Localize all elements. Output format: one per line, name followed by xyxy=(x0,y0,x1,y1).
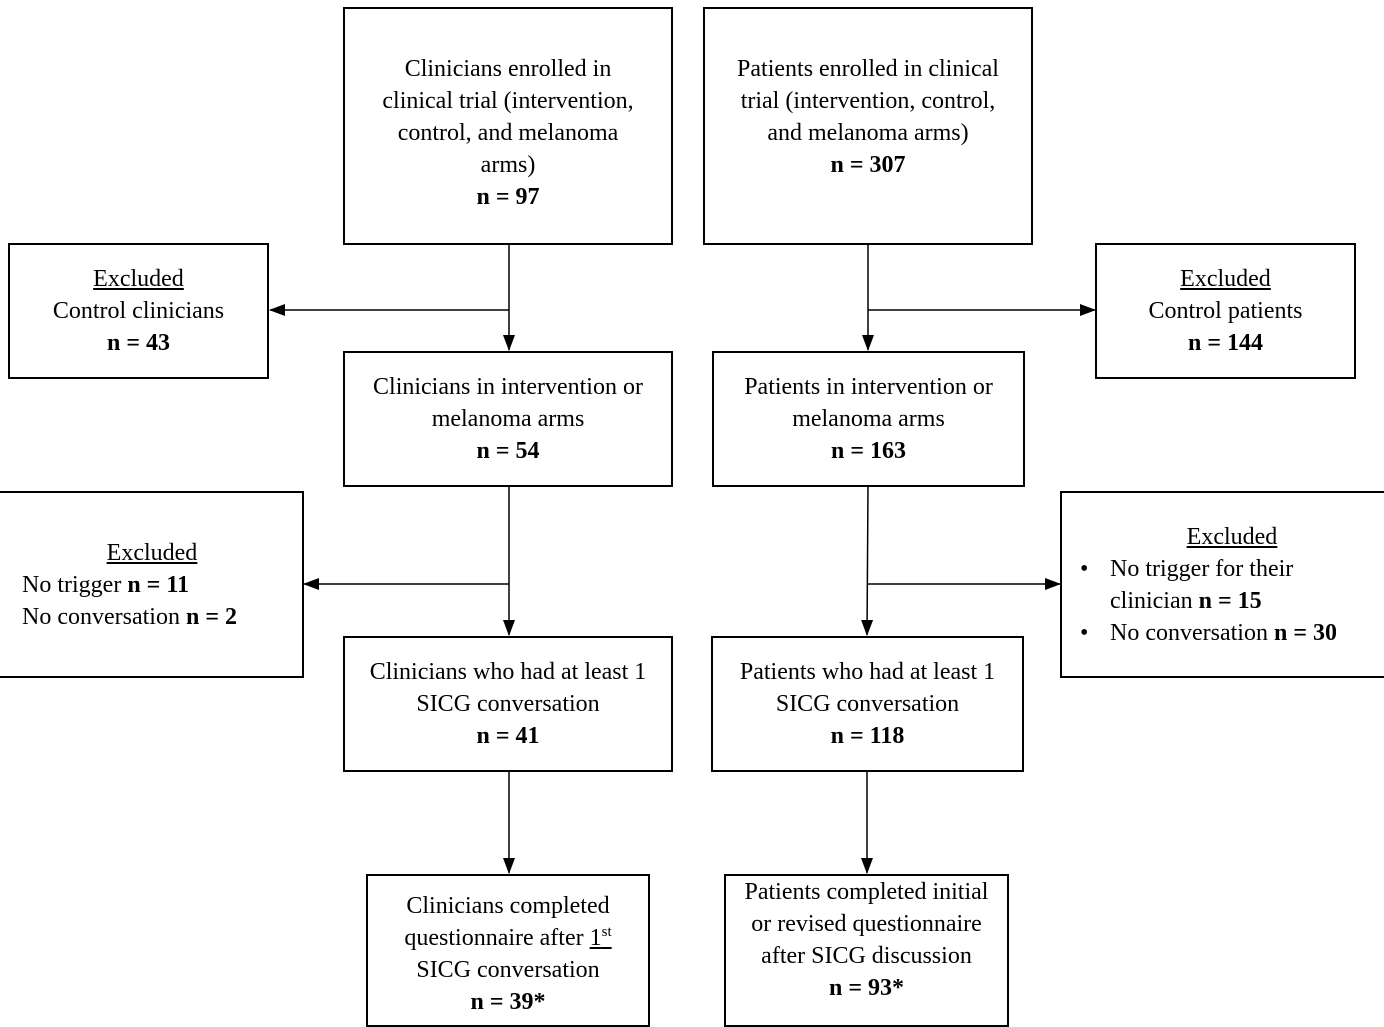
patients-enrolled-box: Patients enrolled in clinical trial (int… xyxy=(703,7,1033,245)
list-item: No trigger for their clinician n = 15 xyxy=(1076,553,1346,617)
patients-excluded-control-title: Excluded xyxy=(1180,266,1271,292)
clinicians-completed-text: Clinicians completed questionnaire after… xyxy=(404,893,612,983)
patients-conversation-box: Patients who had at least 1 SICG convers… xyxy=(711,636,1024,772)
patients-completed-box: Patients completed initial or revised qu… xyxy=(724,874,1009,1027)
clinicians-excluded-control-title: Excluded xyxy=(93,266,184,292)
clinicians-excluded-control-count: n = 43 xyxy=(106,330,171,356)
clinicians-conversation-box: Clinicians who had at least 1 SICG conve… xyxy=(343,636,673,772)
clinicians-conversation-text: Clinicians who had at least 1 SICG conve… xyxy=(369,659,647,717)
patients-completed-count: n = 93* xyxy=(828,975,905,1001)
list-item: No trigger n = 11 xyxy=(0,569,237,601)
patients-enrolled-text: Patients enrolled in clinical trial (int… xyxy=(737,56,999,146)
patients-intervention-text: Patients in intervention or melanoma arm… xyxy=(744,374,993,432)
clinicians-intervention-box: Clinicians in intervention or melanoma a… xyxy=(343,351,673,487)
clinicians-enrolled-text: Clinicians enrolled in clinical trial (i… xyxy=(382,56,634,178)
clinicians-conversation-count: n = 41 xyxy=(476,723,540,749)
clinicians-excluded-control-box: Excluded Control clinicians n = 43 xyxy=(8,243,269,379)
clinicians-intervention-count: n = 54 xyxy=(476,438,540,464)
clinicians-completed-box: Clinicians completed questionnaire after… xyxy=(366,874,650,1027)
clinicians-enrolled-count: n = 97 xyxy=(476,184,540,210)
patients-intervention-count: n = 163 xyxy=(830,438,907,464)
patients-excluded-control-box: Excluded Control patients n = 144 xyxy=(1095,243,1356,379)
list-item: No conversation n = 30 xyxy=(1076,617,1346,649)
patients-intervention-box: Patients in intervention or melanoma arm… xyxy=(712,351,1025,487)
patients-excluded-trigger-title: Excluded xyxy=(1186,523,1278,550)
patients-excluded-control-text: Control patients xyxy=(1148,298,1303,324)
clinicians-excluded-trigger-list: No trigger n = 11 No conversation n = 2 xyxy=(0,569,237,633)
patients-excluded-control-count: n = 144 xyxy=(1187,330,1264,356)
patients-enrolled-count: n = 307 xyxy=(830,152,906,178)
clinicians-excluded-trigger-box: Excluded No trigger n = 11 No conversati… xyxy=(0,491,304,678)
patients-completed-text: Patients completed initial or revised qu… xyxy=(744,879,989,969)
patients-conversation-text: Patients who had at least 1 SICG convers… xyxy=(739,659,996,717)
clinicians-excluded-trigger-title: Excluded xyxy=(106,539,198,566)
patients-excluded-trigger-box: Excluded No trigger for their clinician … xyxy=(1060,491,1384,678)
clinicians-enrolled-box: Clinicians enrolled in clinical trial (i… xyxy=(343,7,673,245)
patients-conversation-count: n = 118 xyxy=(830,723,905,749)
patients-excluded-trigger-list: No trigger for their clinician n = 15 No… xyxy=(1076,553,1346,649)
arrow-pat-intervention-to-conversation xyxy=(861,485,874,636)
clinicians-completed-count: n = 39* xyxy=(470,989,546,1015)
clinicians-intervention-text: Clinicians in intervention or melanoma a… xyxy=(373,374,643,432)
clinicians-excluded-control-text: Control clinicians xyxy=(52,298,225,324)
list-item: No conversation n = 2 xyxy=(0,601,237,633)
